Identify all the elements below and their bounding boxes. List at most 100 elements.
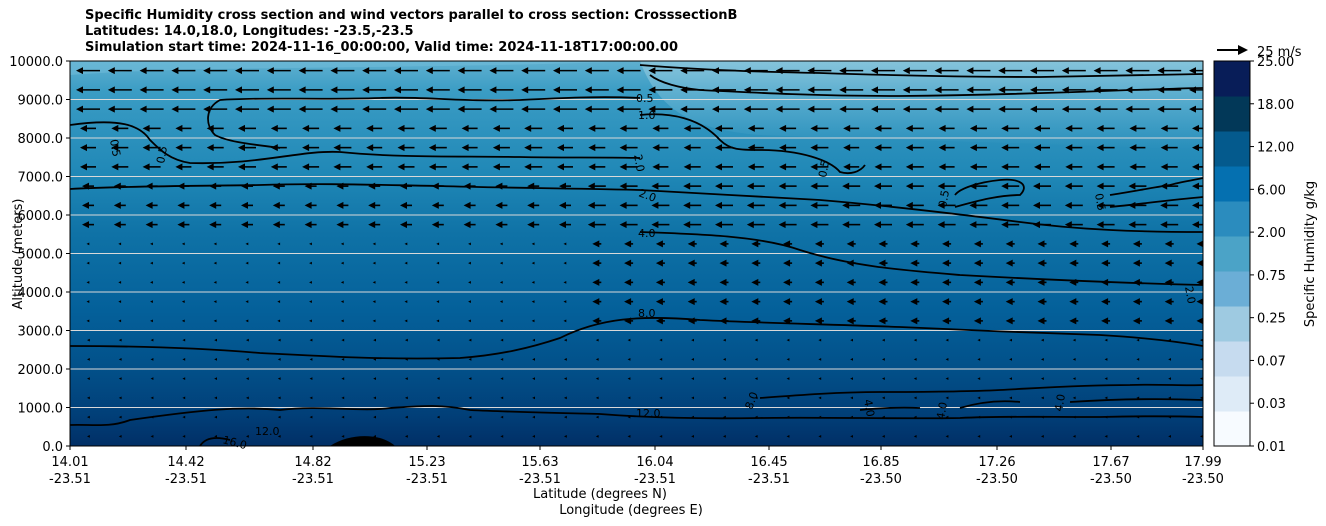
wind-vector xyxy=(775,86,800,94)
wind-vector xyxy=(655,259,665,267)
wind-vector xyxy=(492,124,510,132)
wind-vector xyxy=(882,377,885,381)
wind-vector xyxy=(428,163,447,171)
wind-vector xyxy=(150,300,153,304)
wind-vector xyxy=(652,163,669,171)
wind-vector xyxy=(874,182,892,190)
wind-vector xyxy=(842,201,861,209)
wind-vector xyxy=(1200,434,1203,438)
wind-vector xyxy=(966,67,991,75)
wind-vector xyxy=(309,338,313,342)
y-tick-label: 0.0 xyxy=(42,440,63,455)
wind-vector xyxy=(846,317,856,325)
wind-vector xyxy=(1101,240,1111,248)
wind-vector xyxy=(683,124,701,132)
wind-vector xyxy=(150,242,153,246)
wind-vector xyxy=(214,396,217,400)
wind-vector xyxy=(1129,163,1146,171)
wind-vector xyxy=(1160,163,1178,171)
y-tick-label: 8000.0 xyxy=(18,132,64,147)
wind-vector xyxy=(1101,317,1111,325)
wind-vector xyxy=(436,434,440,438)
wind-vector xyxy=(272,201,285,209)
wind-vector xyxy=(977,338,981,342)
wind-vector xyxy=(150,338,154,342)
wind-vector xyxy=(400,201,412,209)
wind-vector xyxy=(1125,105,1150,113)
wind-vector xyxy=(843,144,860,152)
wind-vector xyxy=(1034,163,1050,171)
wind-vector xyxy=(341,396,345,400)
wind-vector xyxy=(969,144,987,152)
wind-vector xyxy=(1168,357,1171,361)
colorbar-tick-label: 0.25 xyxy=(1257,312,1286,327)
wind-vector xyxy=(277,300,281,304)
wind-vector xyxy=(651,221,670,229)
wind-vector xyxy=(945,357,949,361)
x-tick-label-latitude: 16.45 xyxy=(750,455,787,470)
wind-vector xyxy=(1189,105,1203,113)
wind-vector xyxy=(934,67,959,75)
wind-vector xyxy=(751,298,761,306)
contour-label-12.0-b: 12.0 xyxy=(255,425,280,438)
wind-vector xyxy=(1064,201,1083,209)
wind-vector xyxy=(874,124,892,132)
wind-vector xyxy=(719,298,729,306)
wind-vector xyxy=(1136,357,1140,361)
wind-vector xyxy=(814,317,824,325)
contour-label-4.0-d: 4.0 xyxy=(1052,393,1068,412)
wind-vector xyxy=(82,201,94,209)
wind-vector xyxy=(241,201,253,209)
wind-vector xyxy=(783,298,793,306)
wind-vector xyxy=(937,182,956,190)
wind-vector xyxy=(882,338,885,342)
colorbar-segment xyxy=(1214,96,1250,132)
wind-vector xyxy=(818,396,822,400)
wind-vector xyxy=(235,86,259,94)
wind-vector xyxy=(557,124,573,132)
wind-vector xyxy=(366,124,383,132)
y-tick-label: 4000.0 xyxy=(18,286,64,301)
wind-vector xyxy=(942,298,952,306)
wind-vector xyxy=(587,201,606,209)
wind-vector xyxy=(175,124,192,132)
wind-vector xyxy=(1069,298,1079,306)
wind-vector xyxy=(595,377,599,381)
wind-vector xyxy=(76,67,100,75)
colorbar-tick-label: 18.00 xyxy=(1257,98,1294,113)
wind-vector xyxy=(584,86,609,94)
wind-vector xyxy=(1164,298,1174,306)
wind-vector xyxy=(977,357,981,361)
wind-vector xyxy=(1072,338,1076,342)
wind-vector xyxy=(340,300,344,304)
wind-vector xyxy=(779,163,797,171)
wind-vector xyxy=(245,280,249,284)
wind-vector xyxy=(182,377,186,381)
wind-vector xyxy=(687,240,697,248)
wind-vector xyxy=(843,163,860,171)
wind-vector xyxy=(945,338,949,342)
wind-vector xyxy=(330,67,355,75)
wind-vector xyxy=(532,357,535,361)
wind-vector xyxy=(532,338,535,342)
wind-vector xyxy=(107,86,132,94)
wind-vector xyxy=(341,357,345,361)
wind-vector xyxy=(557,163,573,171)
wind-vector xyxy=(373,434,376,438)
wind-vector xyxy=(850,377,853,381)
contour-label-8.0-b: 8.0 xyxy=(743,390,761,411)
wind-vector xyxy=(1157,105,1182,113)
wind-vector xyxy=(905,144,924,152)
wind-vector xyxy=(1168,434,1171,438)
colorbar-segment xyxy=(1214,131,1250,167)
wind-vector xyxy=(245,242,249,246)
y-tick-label: 7000.0 xyxy=(18,171,64,186)
wind-vector xyxy=(118,357,122,361)
wind-vector xyxy=(882,434,885,438)
wind-vector xyxy=(1101,298,1111,306)
wind-vector xyxy=(1072,396,1076,400)
contour-label-0.5-d: 0.5 xyxy=(816,159,832,178)
wind-vector xyxy=(843,124,860,132)
quiver-key-label: 25 m/s xyxy=(1257,45,1302,60)
wind-vector xyxy=(1065,144,1083,152)
